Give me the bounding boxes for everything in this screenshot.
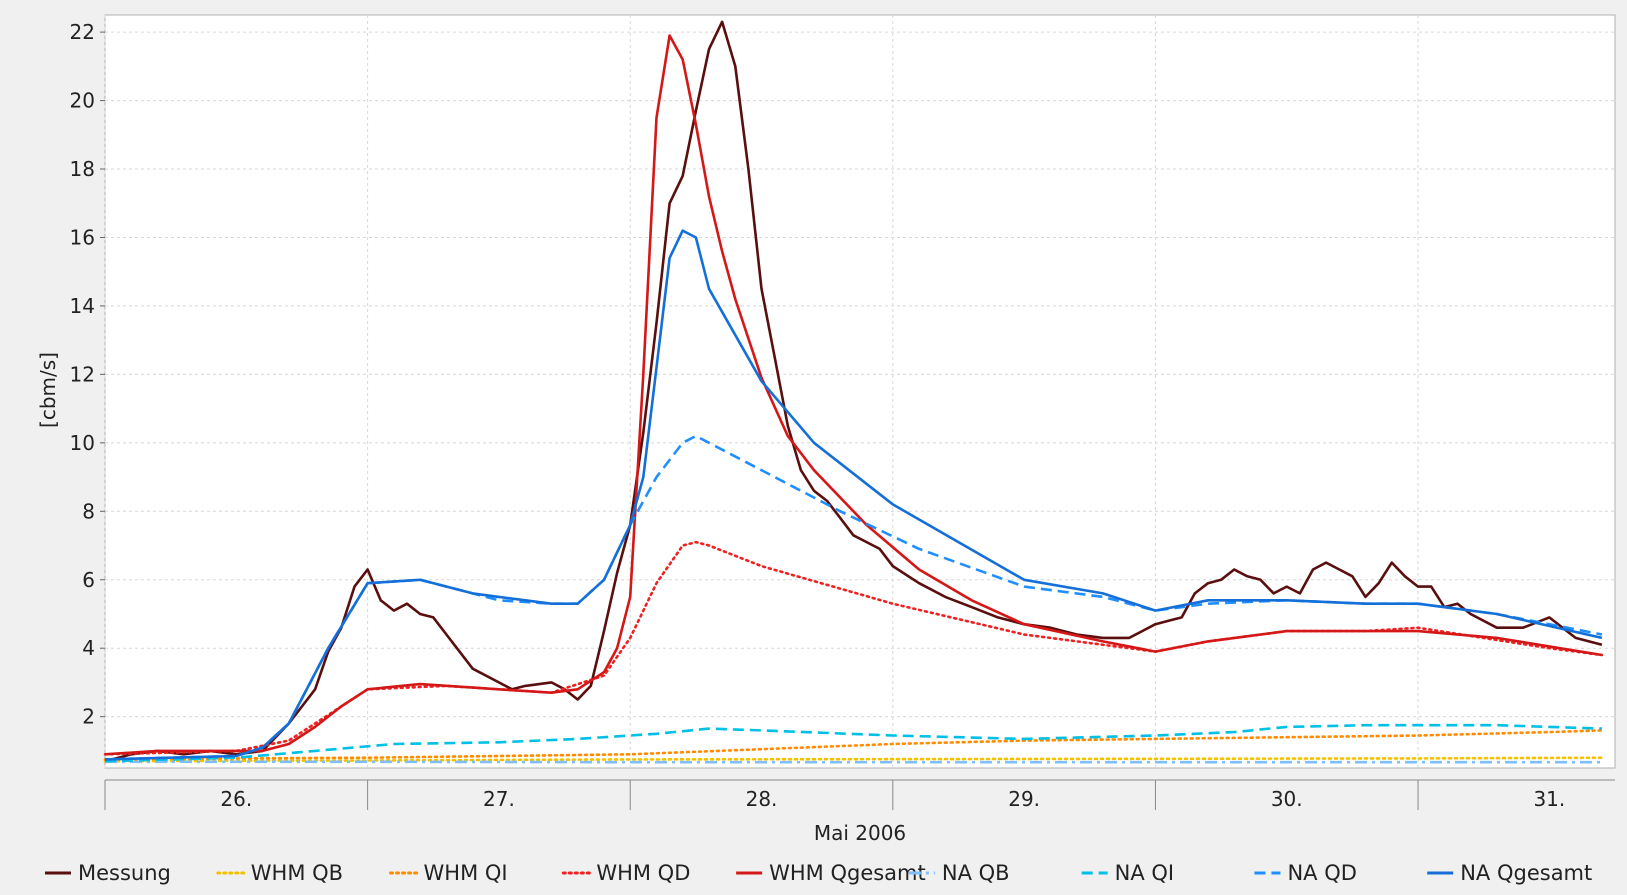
y-tick-label: 16 <box>70 225 95 249</box>
y-axis: 2 4 6 8 10 12 14 16 18 20 22 <box>70 20 105 729</box>
y-tick-label: 18 <box>70 157 95 181</box>
x-tick-label: 26. <box>220 787 252 811</box>
legend-label: WHM Qgesamt <box>769 861 926 885</box>
x-tick-label: 30. <box>1271 787 1303 811</box>
legend-label: WHM QI <box>424 861 508 885</box>
x-tick-label: 29. <box>1008 787 1040 811</box>
legend-label: NA QB <box>942 861 1010 885</box>
legend-label: NA Qgesamt <box>1460 861 1592 885</box>
y-tick-label: 2 <box>82 705 95 729</box>
y-tick-label: 22 <box>70 20 95 44</box>
y-tick-label: 20 <box>70 89 95 113</box>
series-layer <box>103 20 1604 764</box>
y-tick-label: 12 <box>70 362 95 386</box>
plot-area <box>104 14 1616 769</box>
series-line-na-qi <box>104 723 1602 763</box>
x-tick-label: 28. <box>746 787 778 811</box>
x-axis: 26. 27. 28. 29. 30. 31. <box>104 779 1615 811</box>
x-axis-title: Mai 2006 <box>814 821 906 845</box>
series-line-whm-qd <box>103 540 1604 756</box>
x-tick-label: 31. <box>1533 787 1565 811</box>
y-tick-label: 6 <box>82 568 95 592</box>
y-tick-label: 4 <box>82 636 95 660</box>
series-line-whm-qi <box>103 729 1604 761</box>
legend-label: WHM QB <box>251 861 343 885</box>
legend-label: NA QD <box>1287 861 1356 885</box>
legend-label: WHM QD <box>596 861 690 885</box>
series-line-na-qgesamt <box>104 229 1603 761</box>
series-line-whm-qb <box>103 756 1604 763</box>
legend-label: NA QI <box>1115 861 1174 885</box>
y-tick-label: 14 <box>70 294 95 318</box>
x-tick-label: 27. <box>483 787 515 811</box>
y-tick-label: 10 <box>70 431 95 455</box>
legend: Messung WHM QB WHM QI WHM QD WHM Qgesamt NA Q… <box>45 861 1592 885</box>
y-axis-title: [cbm/s] <box>36 352 60 428</box>
series-line-messung <box>104 20 1603 763</box>
legend-label: Messung <box>78 861 171 885</box>
series-line-whm-qgesamt <box>104 34 1603 756</box>
y-tick-label: 8 <box>82 499 95 523</box>
